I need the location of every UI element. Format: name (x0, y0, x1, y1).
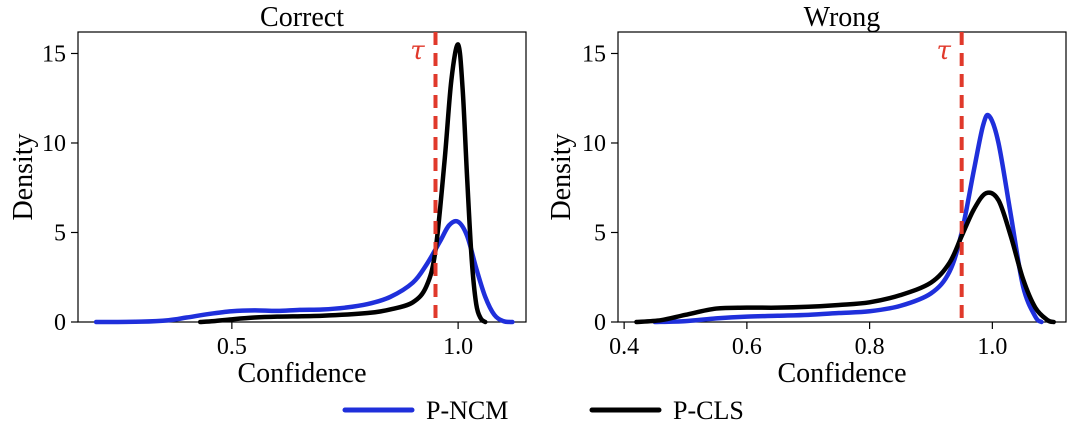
panel-wrong-ylabel: Density (546, 133, 577, 220)
series-line-p-cls (197, 42, 488, 325)
panel-wrong-yticks: 0 5 10 15 (582, 41, 618, 336)
xtick-label: 0.6 (732, 334, 762, 360)
panel-correct-threshold: τ (410, 32, 438, 322)
legend: P-NCM P-CLS (342, 396, 744, 425)
ytick-label: 5 (594, 220, 606, 246)
ytick-label: 0 (594, 310, 606, 336)
threshold-label: τ (936, 36, 951, 66)
panel-wrong-threshold: τ (936, 32, 964, 322)
panel-wrong-xlabel: Confidence (777, 358, 906, 389)
legend-label-p-ncm: P-NCM (426, 396, 508, 425)
panel-correct: Correct Confidence Density 0 5 10 15 0.5 1.0… (8, 2, 527, 389)
legend-label-p-cls: P-CLS (673, 396, 744, 425)
xtick-label: 0.8 (855, 334, 885, 360)
xtick-label: 1.0 (977, 334, 1007, 360)
ytick-label: 0 (54, 310, 66, 336)
panel-wrong-frame (617, 31, 1067, 323)
panel-correct-ylabel: Density (8, 133, 39, 220)
ytick-label: 10 (42, 131, 66, 157)
series-line-p-cls (634, 190, 1056, 325)
panel-correct-xlabel: Confidence (237, 358, 366, 389)
panel-correct-frame (77, 31, 527, 323)
ytick-label: 15 (582, 41, 606, 67)
ytick-label: 10 (582, 131, 606, 157)
panel-correct-yticks: 0 5 10 15 (42, 41, 78, 336)
ytick-label: 5 (54, 220, 66, 246)
panel-correct-title: Correct (260, 2, 344, 33)
panel-wrong-series (634, 112, 1056, 325)
xtick-label: 1.0 (443, 334, 473, 360)
ytick-label: 15 (42, 41, 66, 67)
panel-wrong-xticks: 0.4 0.6 0.8 1.0 (609, 322, 1007, 360)
series-line-p-ncm (93, 218, 515, 325)
xtick-label: 0.5 (217, 334, 247, 360)
xtick-label: 0.4 (609, 334, 639, 360)
series-line-p-ncm (652, 112, 1044, 325)
panel-wrong-title: Wrong (804, 2, 881, 33)
panel-correct-xticks: 0.5 1.0 (217, 322, 473, 360)
threshold-label: τ (410, 36, 425, 66)
panel-correct-series (93, 42, 515, 325)
